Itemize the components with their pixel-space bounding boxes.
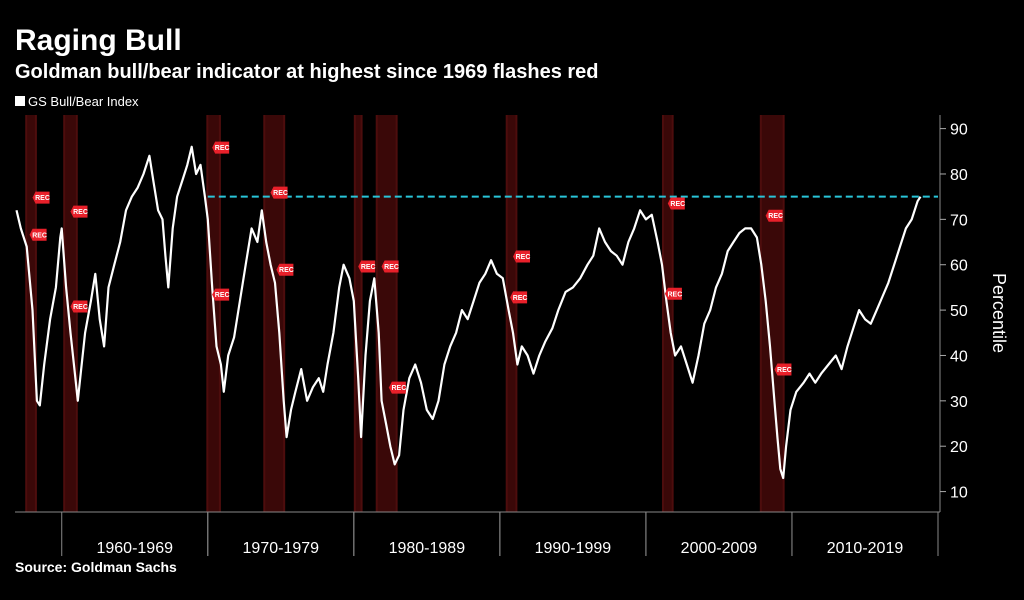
rec-label: REC <box>279 267 294 274</box>
rec-marker: REC <box>70 300 88 313</box>
rec-marker: REC <box>358 260 376 273</box>
rec-label: REC <box>361 264 376 271</box>
rec-flag <box>212 141 230 154</box>
rec-marker: REC <box>513 250 531 263</box>
y-tick-label: 10 <box>950 485 968 502</box>
rec-flag <box>29 228 47 241</box>
rec-flag <box>765 209 783 222</box>
y-tick-label: 90 <box>950 122 968 139</box>
recession-band-core <box>27 115 35 512</box>
y-tick-label: 20 <box>950 439 968 456</box>
y-tick-label: 60 <box>950 258 968 275</box>
rec-flag <box>388 381 406 394</box>
rec-label: REC <box>384 264 399 271</box>
rec-marker: REC <box>32 191 50 204</box>
rec-label: REC <box>73 304 88 311</box>
rec-label: REC <box>32 232 47 239</box>
rec-marker: REC <box>70 205 88 218</box>
y-tick-label: 80 <box>950 167 968 184</box>
y-tick-label: 30 <box>950 394 968 411</box>
legend-label: GS Bull/Bear Index <box>28 94 139 109</box>
rec-flag <box>513 250 531 263</box>
rec-marker: REC <box>381 260 399 273</box>
y-tick-label: 50 <box>950 303 968 320</box>
rec-label: REC <box>668 291 683 298</box>
series-line <box>15 145 922 480</box>
rec-flag <box>32 191 50 204</box>
rec-label: REC <box>768 213 783 220</box>
x-tick-label: 1990-1999 <box>535 540 612 557</box>
x-tick-label: 2000-2009 <box>681 540 758 557</box>
rec-marker: REC <box>212 141 230 154</box>
rec-marker: REC <box>765 209 783 222</box>
rec-label: REC <box>391 385 406 392</box>
source: Source: Goldman Sachs <box>15 559 177 575</box>
rec-label: REC <box>35 195 50 202</box>
x-tick-label: 1970-1979 <box>243 540 320 557</box>
rec-label: REC <box>273 190 288 197</box>
rec-label: REC <box>513 295 528 302</box>
rec-flag <box>70 300 88 313</box>
x-tick-label: 1960-1969 <box>96 540 173 557</box>
x-tick-label: 1980-1989 <box>389 540 466 557</box>
rec-flag <box>270 186 288 199</box>
rec-flag <box>70 205 88 218</box>
x-tick-label: 2010-2019 <box>827 540 904 557</box>
rec-label: REC <box>516 254 531 261</box>
recession-band-core <box>265 115 284 512</box>
recession-band-core <box>355 115 361 512</box>
rec-label: REC <box>215 292 230 299</box>
y-axis-label: Percentile <box>989 273 1009 353</box>
rec-flag <box>358 260 376 273</box>
rec-marker: REC <box>29 228 47 241</box>
recession-band-core <box>507 115 516 512</box>
rec-marker: REC <box>667 197 685 210</box>
chart-subtitle: Goldman bull/bear indicator at highest s… <box>15 61 599 83</box>
rec-flag <box>212 288 230 301</box>
y-tick-label: 40 <box>950 348 968 365</box>
rec-flag <box>381 260 399 273</box>
rec-flag <box>774 363 792 376</box>
rec-flag <box>276 263 294 276</box>
rec-marker: REC <box>270 186 288 199</box>
rec-label: REC <box>73 209 88 216</box>
rec-flag <box>510 291 528 304</box>
rec-marker: REC <box>212 288 230 301</box>
recession-band-core <box>65 115 76 512</box>
rec-marker: REC <box>510 291 528 304</box>
legend-swatch <box>15 96 25 106</box>
rec-flag <box>664 287 682 300</box>
rec-label: REC <box>777 367 792 374</box>
rec-flag <box>667 197 685 210</box>
chart-title: Raging Bull <box>15 24 182 57</box>
rec-marker: REC <box>774 363 792 376</box>
recession-band-core <box>377 115 396 512</box>
rec-marker: REC <box>388 381 406 394</box>
rec-marker: REC <box>664 287 683 300</box>
rec-label: REC <box>215 145 230 152</box>
rec-marker: REC <box>276 263 294 276</box>
rec-label: REC <box>670 201 685 208</box>
y-tick-label: 70 <box>950 212 968 229</box>
